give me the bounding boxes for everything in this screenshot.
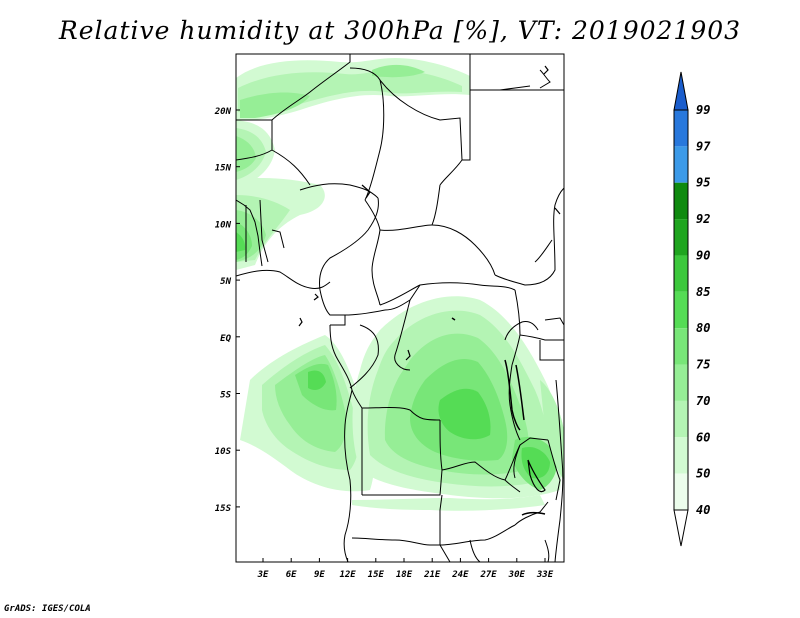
colorbar-swatch	[674, 364, 688, 401]
country-borders	[236, 54, 564, 562]
lon-tick-label: 21E	[423, 570, 441, 580]
lat-tick-label: 10N	[215, 220, 232, 230]
colorbar-label: 80	[696, 321, 710, 335]
latitude-axis: 20N 15N 10N 5N EQ 5S 10S 15S	[214, 107, 240, 514]
map-frame	[235, 53, 565, 563]
lon-tick-label: 6E	[286, 570, 297, 580]
colorbar-swatch	[674, 146, 688, 183]
lon-tick-label: 27E	[479, 570, 497, 580]
colorbar-swatch	[674, 328, 688, 365]
colorbar-label: 92	[696, 212, 710, 226]
lon-tick-label: 3E	[257, 570, 269, 580]
lat-tick-label: 15S	[215, 504, 232, 514]
lon-tick-label: 9E	[314, 570, 325, 580]
colorbar-swatch	[674, 110, 688, 147]
lon-tick-label: 18E	[396, 570, 413, 580]
colorbar-label: 70	[696, 394, 710, 408]
colorbar-swatch	[674, 219, 688, 256]
lon-tick-label: 15E	[368, 570, 385, 580]
colorbar-label: 40	[696, 503, 710, 517]
colorbar-label: 99	[696, 103, 710, 117]
colorbar-label: 85	[696, 285, 710, 299]
lon-tick-label: 33E	[536, 570, 554, 580]
colorbar-label: 75	[696, 358, 710, 372]
lat-tick-label: 10S	[215, 447, 232, 457]
colorbar: 99 97 95 92 90 85 80 75 70 60 50 40	[673, 71, 711, 547]
lat-tick-label: 20N	[214, 107, 232, 117]
colorbar-swatch	[674, 182, 688, 220]
longitude-axis: 3E 6E 9E 12E 15E 18E 21E 24E 27E 30E 33E	[257, 558, 554, 580]
lat-tick-label: EQ	[220, 334, 231, 344]
humidity-field	[236, 58, 564, 511]
colorbar-label: 95	[696, 176, 710, 190]
colorbar-swatch	[674, 255, 688, 292]
lat-tick-label: 5N	[220, 277, 231, 287]
colorbar-label: 97	[696, 139, 711, 153]
lat-tick-label: 15N	[215, 164, 232, 174]
lat-tick-label: 5S	[220, 391, 231, 401]
colorbar-label: 50	[696, 467, 710, 481]
lon-tick-label: 24E	[451, 570, 469, 580]
colorbar-swatch	[674, 473, 688, 510]
footer-credit: GrADS: IGES/COLA	[4, 604, 91, 614]
colorbar-label: 90	[696, 248, 710, 262]
colorbar-swatch	[674, 437, 688, 474]
colorbar-top-arrow	[673, 71, 689, 111]
map-title: Relative humidity at 300hPa [%], VT: 201…	[58, 16, 742, 45]
colorbar-swatch	[674, 291, 688, 329]
lon-tick-label: 30E	[508, 570, 526, 580]
colorbar-bottom-arrow	[673, 509, 689, 547]
colorbar-label: 60	[696, 430, 710, 444]
colorbar-swatch	[674, 400, 688, 438]
colorbar-frame	[673, 109, 689, 511]
lon-tick-label: 12E	[339, 570, 356, 580]
